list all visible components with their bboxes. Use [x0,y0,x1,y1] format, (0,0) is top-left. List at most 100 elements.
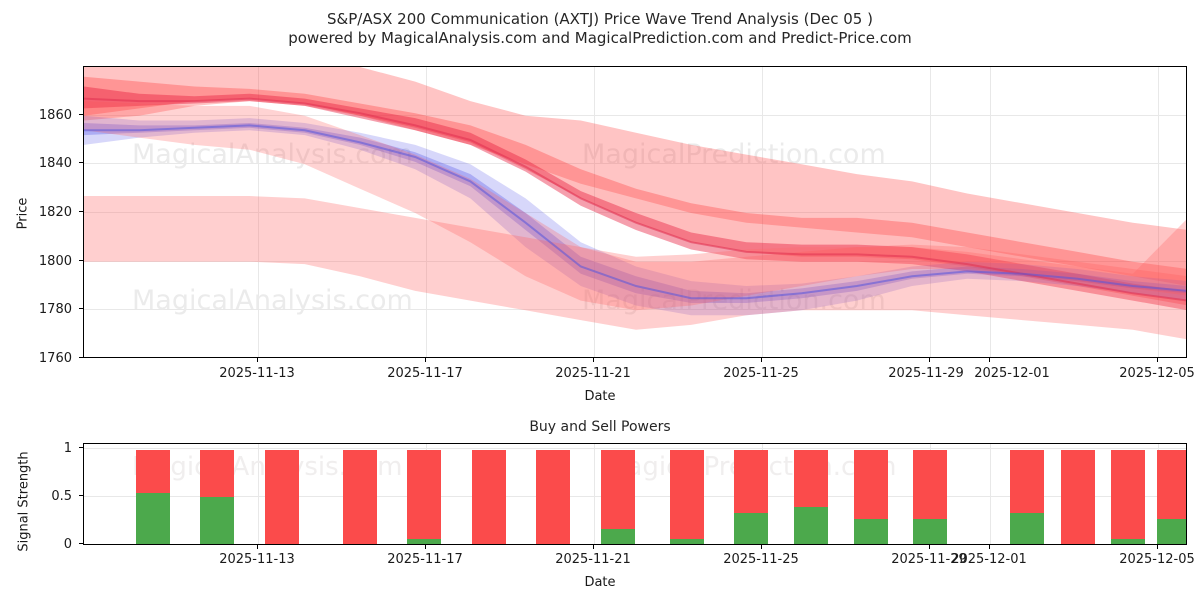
sell-power-segment [1157,449,1186,519]
price-wave-bands [84,67,1186,340]
signal-bar[interactable] [853,444,888,544]
price-gridline-2025-11-25 [762,67,763,357]
signal-xtick-mark-0 [257,545,258,549]
signal-bar[interactable] [669,444,704,544]
signal-gridline-2025-11-13 [258,444,259,544]
price-ytick-2: 1800 [38,254,72,269]
signal-bar[interactable] [1111,444,1146,544]
price-gridline-1800 [84,261,1186,262]
signal-bar[interactable] [200,444,235,544]
price-plot-area: MagicalAnalysis.com MagicalPrediction.co… [83,66,1187,358]
band-red-band-2-mid [84,76,1186,306]
price-gridline-2025-11-17 [426,67,427,357]
price-ytick-mark-3 [79,211,83,212]
price-axis-title-y: Price [15,197,31,230]
price-xtick-mark-1 [425,358,426,362]
signal-bar[interactable] [136,444,170,544]
price-ytick-3: 1820 [38,205,72,220]
sell-power-segment [471,449,506,544]
price-xtick-label-1: 2025-11-17 [387,366,463,381]
figure-title-line1: S&P/ASX 200 Communication (AXTJ) Price W… [327,10,873,28]
signal-axis-title-y: Signal Strength [16,451,32,552]
band-blue-band-1 [84,115,1186,316]
signal-xtick-label-0-wrap: 2025-11-13 [182,553,332,566]
sell-power-segment [200,449,235,497]
signal-panel-title: Buy and Sell Powers [529,419,671,435]
price-xtick-label-6-wrap: 2025-12-05 [1082,367,1200,380]
price-ytick-1: 1780 [38,302,72,317]
buy-power-segment [600,528,635,544]
sell-power-segment [536,449,571,544]
signal-bar[interactable] [913,444,948,544]
signal-bar[interactable] [1010,444,1045,544]
buy-power-segment [1010,512,1045,544]
signal-xtick-label-6: 2025-12-05 [1119,552,1195,567]
price-xtick-label-2-wrap: 2025-11-21 [518,367,668,380]
signal-bar[interactable] [264,444,299,544]
signal-bar[interactable] [1157,444,1186,544]
signal-xtick-label-2: 2025-11-21 [555,552,631,567]
signal-bar[interactable] [407,444,442,544]
sell-power-segment [669,449,704,540]
signal-xtick-label-5-wrap: 2025-12-01 [914,553,1064,566]
price-xtick-mark-2 [593,358,594,362]
price-xtick-label-5-wrap: 2025-12-01 [937,367,1087,380]
signal-xtick-mark-5 [989,545,990,549]
price-gridline-1780 [84,309,1186,310]
sell-power-segment [407,449,442,540]
price-gridline-2025-11-29 [930,67,931,357]
price-xtick-label-4: 2025-11-29 [888,366,964,381]
buy-power-segment [853,518,888,544]
signal-ytick-mark-0 [79,543,83,544]
band-mid-pink-band [84,101,1186,311]
signal-bar[interactable] [1060,444,1095,544]
signal-ytick-0: 0 [63,537,72,552]
signal-xtick-label-6-wrap: 2025-12-05 [1082,553,1200,566]
signal-ytick-mark-1 [79,495,83,496]
signal-bar[interactable] [471,444,506,544]
signal-gridline-2025-11-21 [594,444,595,544]
sell-power-segment [600,449,635,529]
signal-xtick-label-4: 2025-11-29 [891,552,967,567]
price-ytick-mark-0 [79,357,83,358]
price-gridline-1860 [84,115,1186,116]
signal-gridline-1.0 [84,448,1186,449]
price-xtick-label-3: 2025-11-25 [723,366,799,381]
sell-power-segment [264,449,299,544]
signal-xtick-label-1: 2025-11-17 [387,552,463,567]
signal-bar[interactable] [734,444,769,544]
price-xtick-mark-4 [929,358,930,362]
price-xtick-mark-0 [257,358,258,362]
buy-power-segment [1157,518,1186,544]
signal-bar[interactable] [793,444,828,544]
signal-ytick-2: 1 [63,441,72,456]
price-ytick-mark-5 [79,114,83,115]
signal-xtick-label-1-wrap: 2025-11-17 [350,553,500,566]
price-xtick-mark-3 [761,358,762,362]
price-axis-title-x: Date [584,389,616,404]
line-blue-trend-line [84,124,1186,300]
price-xtick-label-1-wrap: 2025-11-17 [350,367,500,380]
signal-bar[interactable] [536,444,571,544]
signal-xtick-mark-2 [593,545,594,549]
price-ytick-mark-4 [79,162,83,163]
price-ytick-5: 1860 [38,108,72,123]
buy-power-segment [136,493,170,544]
price-ytick-4: 1840 [38,156,72,171]
buy-power-segment [200,496,235,544]
signal-bar[interactable] [600,444,635,544]
figure-title-line2: powered by MagicalAnalysis.com and Magic… [288,29,912,47]
price-ytick-mark-1 [79,308,83,309]
sell-power-segment [1010,449,1045,513]
figure-title: S&P/ASX 200 Communication (AXTJ) Price W… [0,10,1200,48]
sell-power-segment [1060,449,1095,544]
signal-bar-group [84,444,1186,544]
signal-gridline-0.5 [84,496,1186,497]
band-red-band-3-core [84,86,1186,310]
buy-power-segment [793,507,828,544]
signal-xtick-label-5: 2025-12-01 [951,552,1027,567]
price-xtick-mark-5 [989,358,990,362]
signal-bar[interactable] [343,444,377,544]
buy-power-segment [734,512,769,544]
sell-power-segment [793,449,828,508]
